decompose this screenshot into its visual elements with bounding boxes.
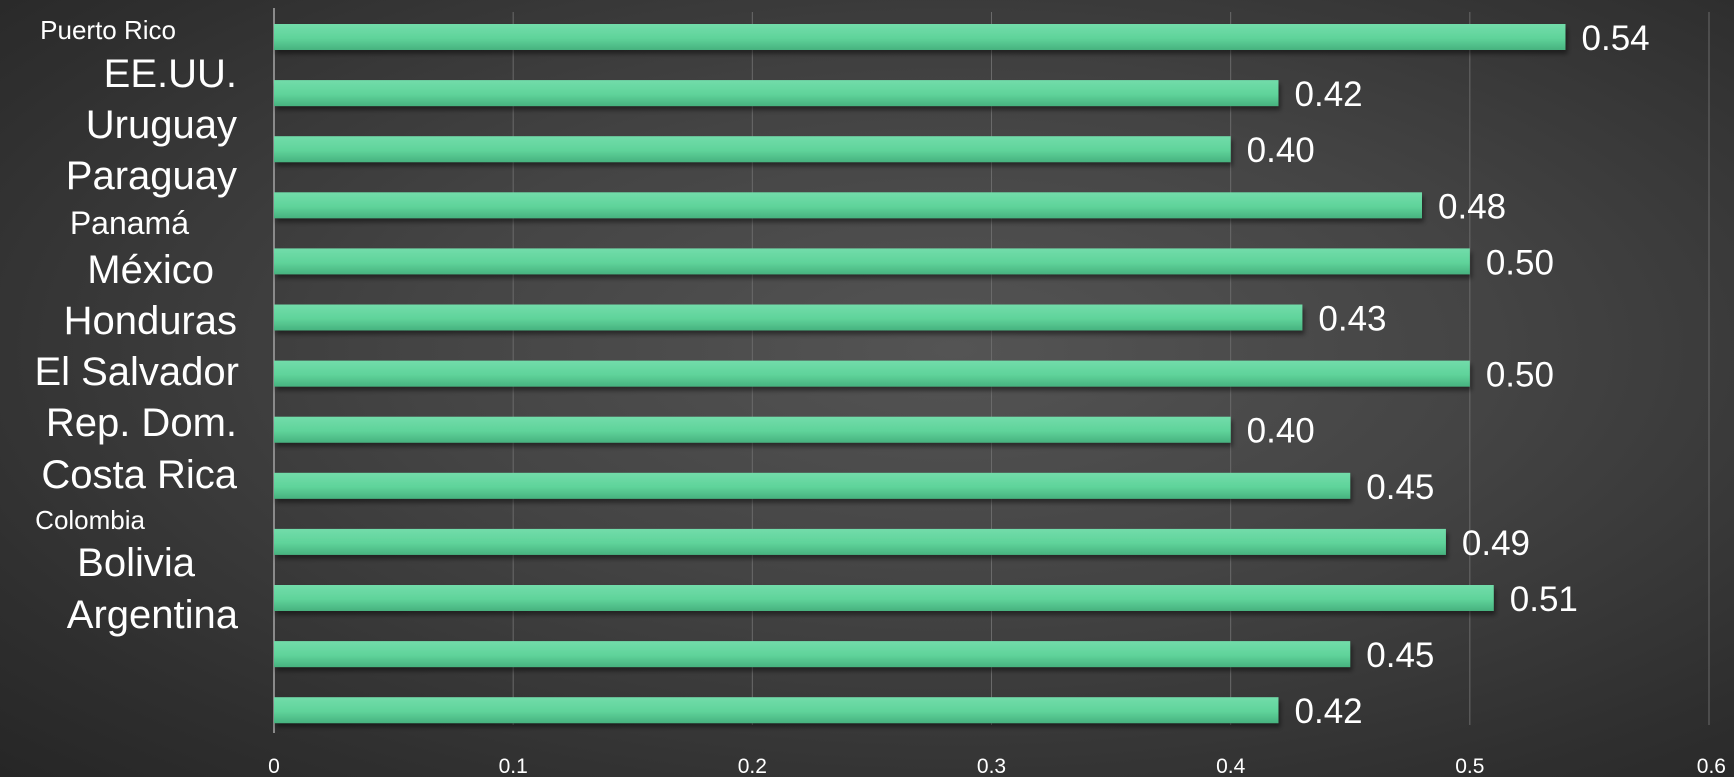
x-axis-ticks: 0 0.1 0.2 0.3 0.4 0.5 0.6 [268, 755, 1726, 777]
category-label: Colombia [35, 504, 145, 535]
category-label: Argentina [66, 593, 238, 637]
bar [274, 304, 1303, 331]
bar [274, 192, 1422, 219]
bar [274, 248, 1470, 275]
bar-value-label: 0.40 [1247, 412, 1315, 451]
bars [274, 24, 1566, 724]
x-tick-label: 0.2 [738, 755, 767, 777]
category-label: Paraguay [65, 154, 237, 198]
x-tick-label: 0 [268, 755, 280, 777]
bar-value-label: 0.51 [1510, 580, 1578, 619]
category-label: Puerto Rico [40, 14, 176, 45]
x-tick-label: 0.5 [1455, 755, 1484, 777]
bar [274, 24, 1566, 50]
category-label: El Salvador [34, 350, 239, 394]
bar-value-label: 0.42 [1295, 692, 1363, 731]
bar-value-label: 0.50 [1486, 243, 1554, 282]
category-label: Panamá [69, 205, 189, 242]
bar-value-label: 0.43 [1318, 300, 1386, 339]
bar-value-label: 0.40 [1247, 131, 1315, 170]
bar-value-label: 0.45 [1366, 468, 1434, 507]
bar-value-label: 0.42 [1295, 75, 1363, 114]
category-label: Honduras [63, 299, 237, 343]
bar-value-label: 0.49 [1462, 524, 1530, 563]
bar [274, 641, 1351, 668]
bar-value-label: 0.50 [1486, 356, 1554, 395]
data-labels: 0.54 0.42 0.40 0.48 0.50 0.43 0.50 0.40 0.45 0.49… [1247, 19, 1650, 731]
category-label: México [87, 248, 214, 292]
x-tick-label: 0.6 [1697, 755, 1726, 777]
category-label: Uruguay [85, 103, 237, 147]
x-tick-label: 0.1 [499, 755, 528, 777]
bar [274, 697, 1279, 724]
bar [274, 416, 1231, 443]
bar-value-label: 0.54 [1582, 19, 1650, 58]
bar [274, 528, 1446, 555]
bar [274, 585, 1494, 611]
bar [274, 80, 1279, 107]
bar-value-label: 0.45 [1366, 636, 1434, 675]
bar [274, 136, 1231, 163]
bar [274, 472, 1351, 499]
bar [274, 360, 1470, 387]
category-label: Costa Rica [41, 453, 237, 497]
x-tick-label: 0.3 [977, 755, 1006, 777]
x-tick-label: 0.4 [1216, 755, 1246, 777]
category-label: Bolivia [77, 541, 195, 585]
bar-value-label: 0.48 [1438, 187, 1506, 226]
category-label: EE.UU. [103, 52, 237, 96]
category-label: Rep. Dom. [45, 401, 237, 445]
